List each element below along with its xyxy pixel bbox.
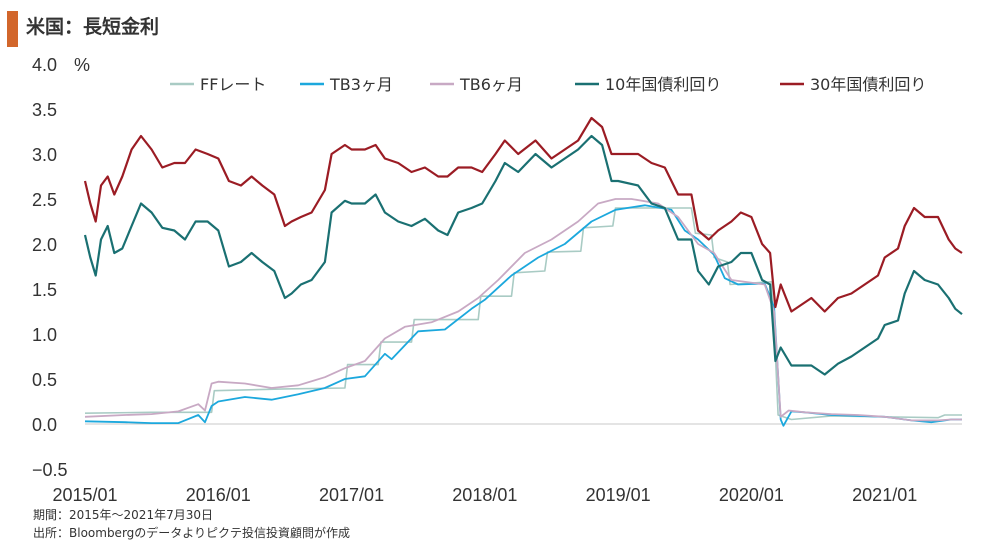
legend-label: 30年国債利回り [810, 75, 926, 94]
legend-label: FFレート [200, 75, 266, 94]
y-tick-label: 3.0 [32, 145, 57, 165]
x-tick-label: 2019/01 [586, 485, 651, 505]
series-line-1 [84, 207, 962, 421]
footnote-period: 期間：2015年～2021年7月30日 [33, 508, 213, 522]
y-unit-label: % [74, 55, 90, 75]
y-tick-label: 2.0 [32, 235, 57, 255]
series-line-2 [84, 204, 962, 427]
legend: FFレート TB3ヶ月 TB6ヶ月 10年国債利回り 30年国債利回り [170, 75, 926, 94]
x-tick-label: 2015/01 [52, 485, 117, 505]
legend-label: TB3ヶ月 [329, 75, 393, 94]
series-line-4 [83, 134, 963, 376]
x-tick-label: 2021/01 [852, 485, 917, 505]
title-accent-bar [7, 11, 18, 47]
legend-label: 10年国債利回り [605, 75, 721, 94]
y-tick-label: 1.0 [32, 325, 57, 345]
y-tick-label: 3.5 [32, 100, 57, 120]
footnote-source: 出所：Bloombergのデータよりピクテ投信投資顧問が作成 [33, 526, 351, 540]
series-line-3 [84, 198, 962, 422]
x-tick-label: 2020/01 [719, 485, 784, 505]
y-tick-label: 0.5 [32, 370, 57, 390]
series-layer [83, 116, 963, 427]
chart-title: 米国：長短金利 [26, 16, 160, 38]
x-tick-label: 2018/01 [452, 485, 517, 505]
x-tick-label: 2017/01 [319, 485, 384, 505]
x-tick-label: 2016/01 [186, 485, 251, 505]
y-tick-label: 1.5 [32, 280, 57, 300]
y-tick-label: 2.5 [32, 190, 57, 210]
legend-label: TB6ヶ月 [459, 75, 523, 94]
y-tick-label: 0.0 [32, 415, 57, 435]
y-tick-label: 4.0 [32, 55, 57, 75]
series-line-5 [83, 116, 963, 313]
y-tick-label: −0.5 [32, 460, 68, 480]
axes-layer: 4.0 3.5 3.0 2.5 2.0 1.5 1.0 0.5 0.0 −0.5% 2015/01 2… [32, 55, 962, 505]
